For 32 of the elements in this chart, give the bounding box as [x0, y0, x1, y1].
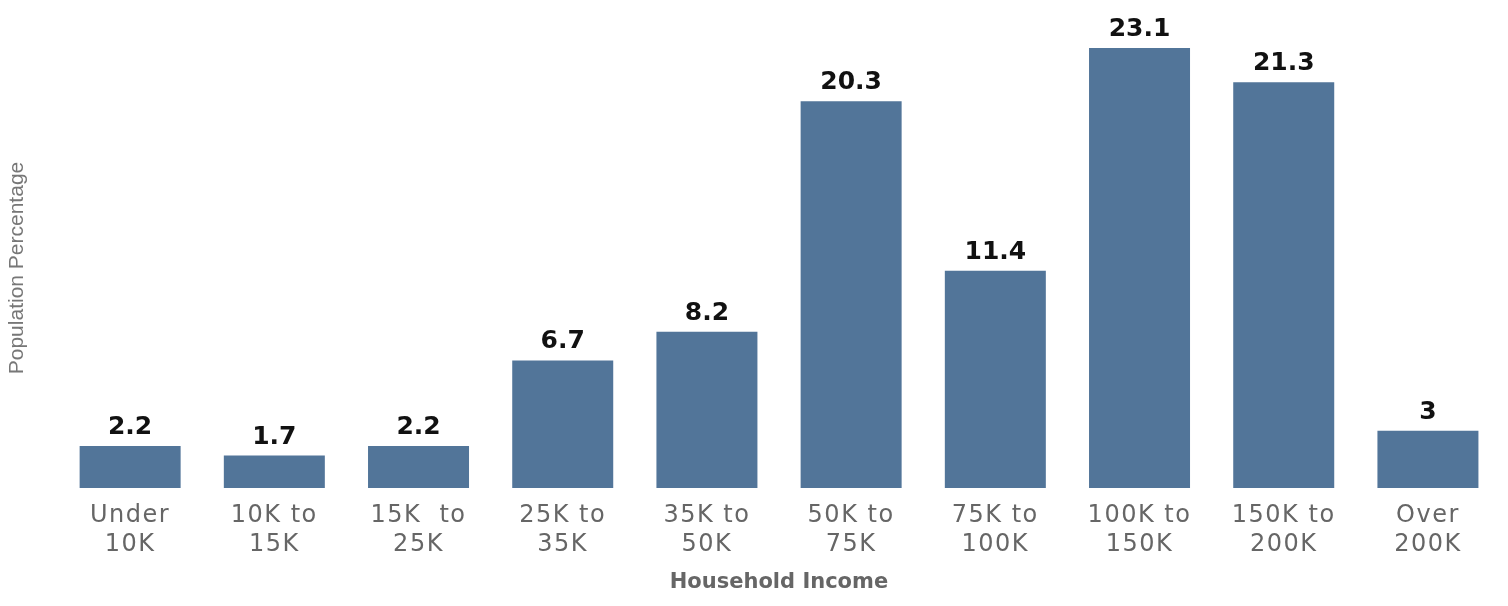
x-tick-label: 10K to 15K — [230, 500, 318, 557]
x-tick-label: 100K to 150K — [1087, 500, 1192, 557]
data-label: 8.2 — [684, 296, 730, 326]
y-axis-title: Population Percentage — [4, 161, 28, 375]
x-tick-label: 50K to 75K — [807, 500, 895, 557]
data-label: 2.2 — [107, 411, 153, 441]
bar — [800, 101, 902, 488]
bar — [944, 270, 1046, 488]
data-label: 23.1 — [1108, 13, 1171, 42]
bar — [223, 455, 325, 488]
bar — [368, 446, 470, 488]
bar — [512, 360, 614, 488]
bar — [79, 446, 181, 488]
x-tick-label: Under 10K — [90, 500, 171, 557]
bar — [1089, 48, 1191, 488]
data-label: 20.3 — [820, 66, 882, 96]
x-tick-label: 150K to 200K — [1231, 500, 1336, 557]
bar — [1377, 430, 1479, 488]
data-label: 1.7 — [252, 420, 297, 450]
data-label: 21.3 — [1252, 47, 1315, 77]
x-tick-label: 25K to 35K — [519, 500, 607, 557]
bar — [656, 331, 758, 488]
x-tick-label: 75K to 100K — [951, 500, 1039, 557]
bar — [1233, 82, 1335, 488]
data-label: 3 — [1419, 395, 1437, 425]
x-tick-label: 35K to 50K — [663, 500, 751, 557]
data-label: 11.4 — [964, 235, 1027, 265]
data-label: 6.7 — [540, 325, 585, 355]
x-tick-label: Over 200K — [1394, 500, 1462, 557]
x-tick-label: 15K to 25K — [370, 500, 467, 557]
x-axis-title: Household Income — [669, 569, 889, 593]
data-label: 2.2 — [396, 411, 441, 441]
